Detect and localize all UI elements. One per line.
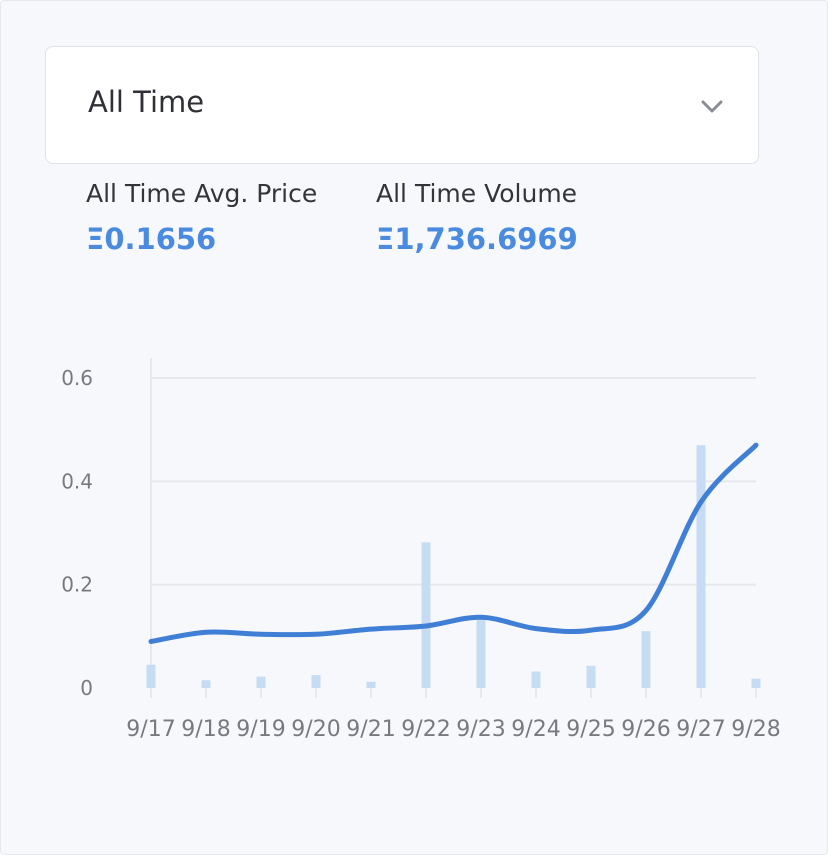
y-tick-label: 0.6 <box>61 366 93 390</box>
volume-bar <box>586 665 596 688</box>
time-range-selected: All Time <box>88 85 205 119</box>
price-volume-chart: 00.20.40.69/17 9/18 9/19 9/20 9/21 9/22 9/23 9/… <box>61 358 781 742</box>
x-tick-label: 9/20 <box>291 717 340 742</box>
y-tick-label: 0.4 <box>61 469 93 493</box>
x-tick-label: 9/19 <box>236 717 285 742</box>
avg-price-value: Ξ0.1656 <box>86 222 217 256</box>
volume-bar <box>696 445 706 688</box>
volume-bar <box>531 671 541 688</box>
y-tick-label: 0 <box>80 676 93 700</box>
volume-bar <box>476 618 486 688</box>
volume-stat: All Time Volume Ξ1,736.6969 <box>376 179 578 256</box>
y-tick-label: 0.2 <box>61 573 93 597</box>
x-tick-label: 9/22 <box>401 717 450 742</box>
time-range-dropdown[interactable]: All Time <box>45 46 759 164</box>
avg-price-line <box>148 442 759 644</box>
x-tick-label: 9/25 <box>566 717 615 742</box>
volume-label: All Time Volume <box>376 179 578 208</box>
x-tick-label: 9/17 <box>126 717 175 742</box>
x-tick-label: 9/28 <box>731 717 780 742</box>
volume-bar <box>751 678 761 688</box>
volume-bar <box>146 664 156 688</box>
chevron-down-icon <box>701 100 723 113</box>
volume-bar <box>641 631 651 688</box>
avg-price-stat: All Time Avg. Price Ξ0.1656 <box>86 179 317 256</box>
volume-bar <box>311 675 321 688</box>
volume-bar <box>201 680 211 688</box>
volume-bar <box>421 542 431 688</box>
volume-bar <box>256 676 266 688</box>
volume-value: Ξ1,736.6969 <box>376 222 578 256</box>
avg-price-label: All Time Avg. Price <box>86 179 318 208</box>
x-tick-label: 9/26 <box>621 717 670 742</box>
x-tick-label: 9/18 <box>181 717 230 742</box>
volume-bar <box>366 681 376 688</box>
x-tick-label: 9/21 <box>346 717 395 742</box>
x-tick-label: 9/24 <box>511 717 560 742</box>
x-tick-label: 9/23 <box>456 717 505 742</box>
x-tick-label: 9/27 <box>676 717 725 742</box>
